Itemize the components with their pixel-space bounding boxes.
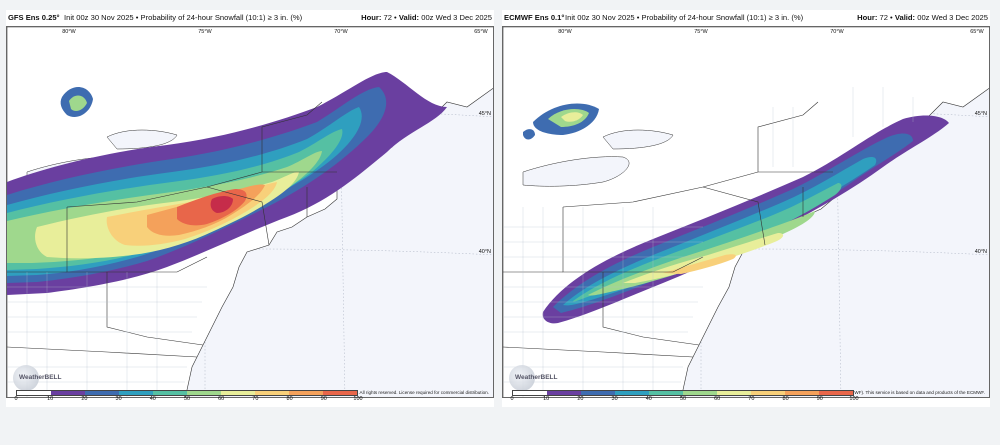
colorbar-tick-label: 20: [577, 396, 584, 402]
colorbar-swatch: [785, 391, 819, 395]
valid-value: 00z Wed 3 Dec 2025: [421, 13, 492, 22]
forecast-description: Init 00z 30 Nov 2025 • Probability of 24…: [64, 13, 303, 22]
lon-label-65w: 65°W: [970, 29, 984, 35]
colorbar-tick-label: 0: [510, 396, 514, 402]
lon-label-70w: 70°W: [334, 29, 348, 35]
hour-value: 72: [879, 13, 888, 22]
colorbar-swatch: [289, 391, 323, 395]
colorbar-tick-label: 100: [353, 396, 363, 402]
colorbar-tick-label: 50: [679, 396, 687, 402]
lon-label-80w: 80°W: [62, 29, 76, 35]
colorbar-swatch: [17, 391, 51, 395]
colorbar-tick-label: 60: [218, 396, 225, 402]
copyright-text: © 2025 WeatherBELL Analytics, LLC. All r…: [282, 390, 489, 395]
hour-label: Hour:: [361, 13, 382, 22]
colorbar-swatch: [51, 391, 85, 395]
colorbar-ticks: 0 10 20 30 40 50 60 70 80 90 100: [510, 396, 858, 402]
gfs-map-svg: 80°W 75°W 70°W 65°W 45°N 40°N: [7, 27, 493, 397]
valid-time: Hour: 72 • Valid: 00z Wed 3 Dec 2025: [361, 13, 492, 22]
colorbar-swatch: [819, 391, 853, 395]
colorbar-swatch: [85, 391, 119, 395]
gfs-colorbar: 0 10 20 30 40 50 60 70 80 90 100: [14, 390, 363, 402]
model-name: ECMWF Ens 0.1°: [504, 13, 565, 22]
colorbar-tick-label: 10: [47, 396, 54, 402]
forecast-description: Init 00z 30 Nov 2025 • Probability of 24…: [565, 13, 804, 22]
lon-label-70w: 70°W: [830, 29, 844, 35]
colorbar-tick-label: 90: [320, 396, 327, 402]
colorbar-tick-label: 70: [748, 396, 755, 402]
colorbar-swatch: [153, 391, 187, 395]
colorbar-swatch: [683, 391, 717, 395]
colorbar-swatch: [221, 391, 255, 395]
globe-icon: [13, 365, 39, 391]
lat-label-40n: 40°N: [975, 249, 987, 255]
colorbar-tick-label: 100: [849, 396, 859, 402]
lat-label-45n: 45°N: [479, 111, 491, 117]
logo-text: WeatherBELL: [19, 374, 62, 381]
colorbar-tick-label: 60: [714, 396, 721, 402]
colorbar-swatch: [581, 391, 615, 395]
colorbar-swatch: [187, 391, 221, 395]
ecmwf-header: ECMWF Ens 0.1° Init 00z 30 Nov 2025 • Pr…: [502, 10, 990, 26]
lat-label-45n: 45°N: [975, 111, 987, 117]
colorbar-tick-label: 50: [183, 396, 191, 402]
gfs-map: 80°W 75°W 70°W 65°W 45°N 40°N WeatherBEL…: [6, 26, 494, 398]
colorbar-swatch: [547, 391, 581, 395]
lon-label-75w: 75°W: [198, 29, 212, 35]
hour-label: Hour:: [857, 13, 878, 22]
ecmwf-map: 80°W 75°W 70°W 65°W 45°N 40°N WeatherBEL…: [502, 26, 990, 398]
colorbar-swatch: [717, 391, 751, 395]
colorbar-tick-label: 40: [645, 396, 652, 402]
weatherbell-logo: WeatherBELL: [11, 365, 63, 391]
gfs-panel: GFS Ens 0.25° Init 00z 30 Nov 2025 • Pro…: [6, 10, 494, 407]
gfs-header: GFS Ens 0.25° Init 00z 30 Nov 2025 • Pro…: [6, 10, 494, 26]
colorbar-tick-label: 70: [252, 396, 259, 402]
valid-label: Valid:: [894, 13, 916, 22]
lat-label-40n: 40°N: [479, 249, 491, 255]
lon-label-75w: 75°W: [694, 29, 708, 35]
lon-label-80w: 80°W: [558, 29, 572, 35]
globe-icon: [509, 365, 535, 391]
colorbar-swatch: [513, 391, 547, 395]
colorbar-swatch: [255, 391, 289, 395]
valid-label: Valid:: [398, 13, 420, 22]
ecmwf-colorbar: 0 10 20 30 40 50 60 70 80 90 100: [510, 390, 859, 402]
colorbar-tick-label: 30: [115, 396, 122, 402]
colorbar-swatch: [323, 391, 357, 395]
colorbar-tick-label: 40: [149, 396, 156, 402]
logo-text: WeatherBELL: [515, 374, 558, 381]
ecmwf-map-svg: 80°W 75°W 70°W 65°W 45°N 40°N: [503, 27, 989, 397]
colorbar-swatch: [649, 391, 683, 395]
valid-time: Hour: 72 • Valid: 00z Wed 3 Dec 2025: [857, 13, 988, 22]
colorbar-swatch: [615, 391, 649, 395]
colorbar-swatch: [119, 391, 153, 395]
model-name: GFS Ens 0.25°: [8, 13, 60, 22]
colorbar-swatch: [751, 391, 785, 395]
weatherbell-logo: WeatherBELL: [507, 365, 559, 391]
colorbar-swatches: [512, 390, 854, 396]
colorbar-tick-label: 20: [81, 396, 88, 402]
colorbar-tick-label: 30: [611, 396, 618, 402]
colorbar-swatches: [16, 390, 358, 396]
colorbar-tick-label: 10: [543, 396, 550, 402]
colorbar-tick-label: 80: [782, 396, 789, 402]
ecmwf-panel: ECMWF Ens 0.1° Init 00z 30 Nov 2025 • Pr…: [502, 10, 990, 407]
valid-value: 00z Wed 3 Dec 2025: [917, 13, 988, 22]
colorbar-tick-label: 0: [14, 396, 18, 402]
colorbar-ticks: 0 10 20 30 40 50 60 70 80 90 100: [14, 396, 362, 402]
colorbar-tick-label: 80: [286, 396, 293, 402]
hour-value: 72: [383, 13, 392, 22]
lon-label-65w: 65°W: [474, 29, 488, 35]
colorbar-tick-label: 90: [816, 396, 823, 402]
